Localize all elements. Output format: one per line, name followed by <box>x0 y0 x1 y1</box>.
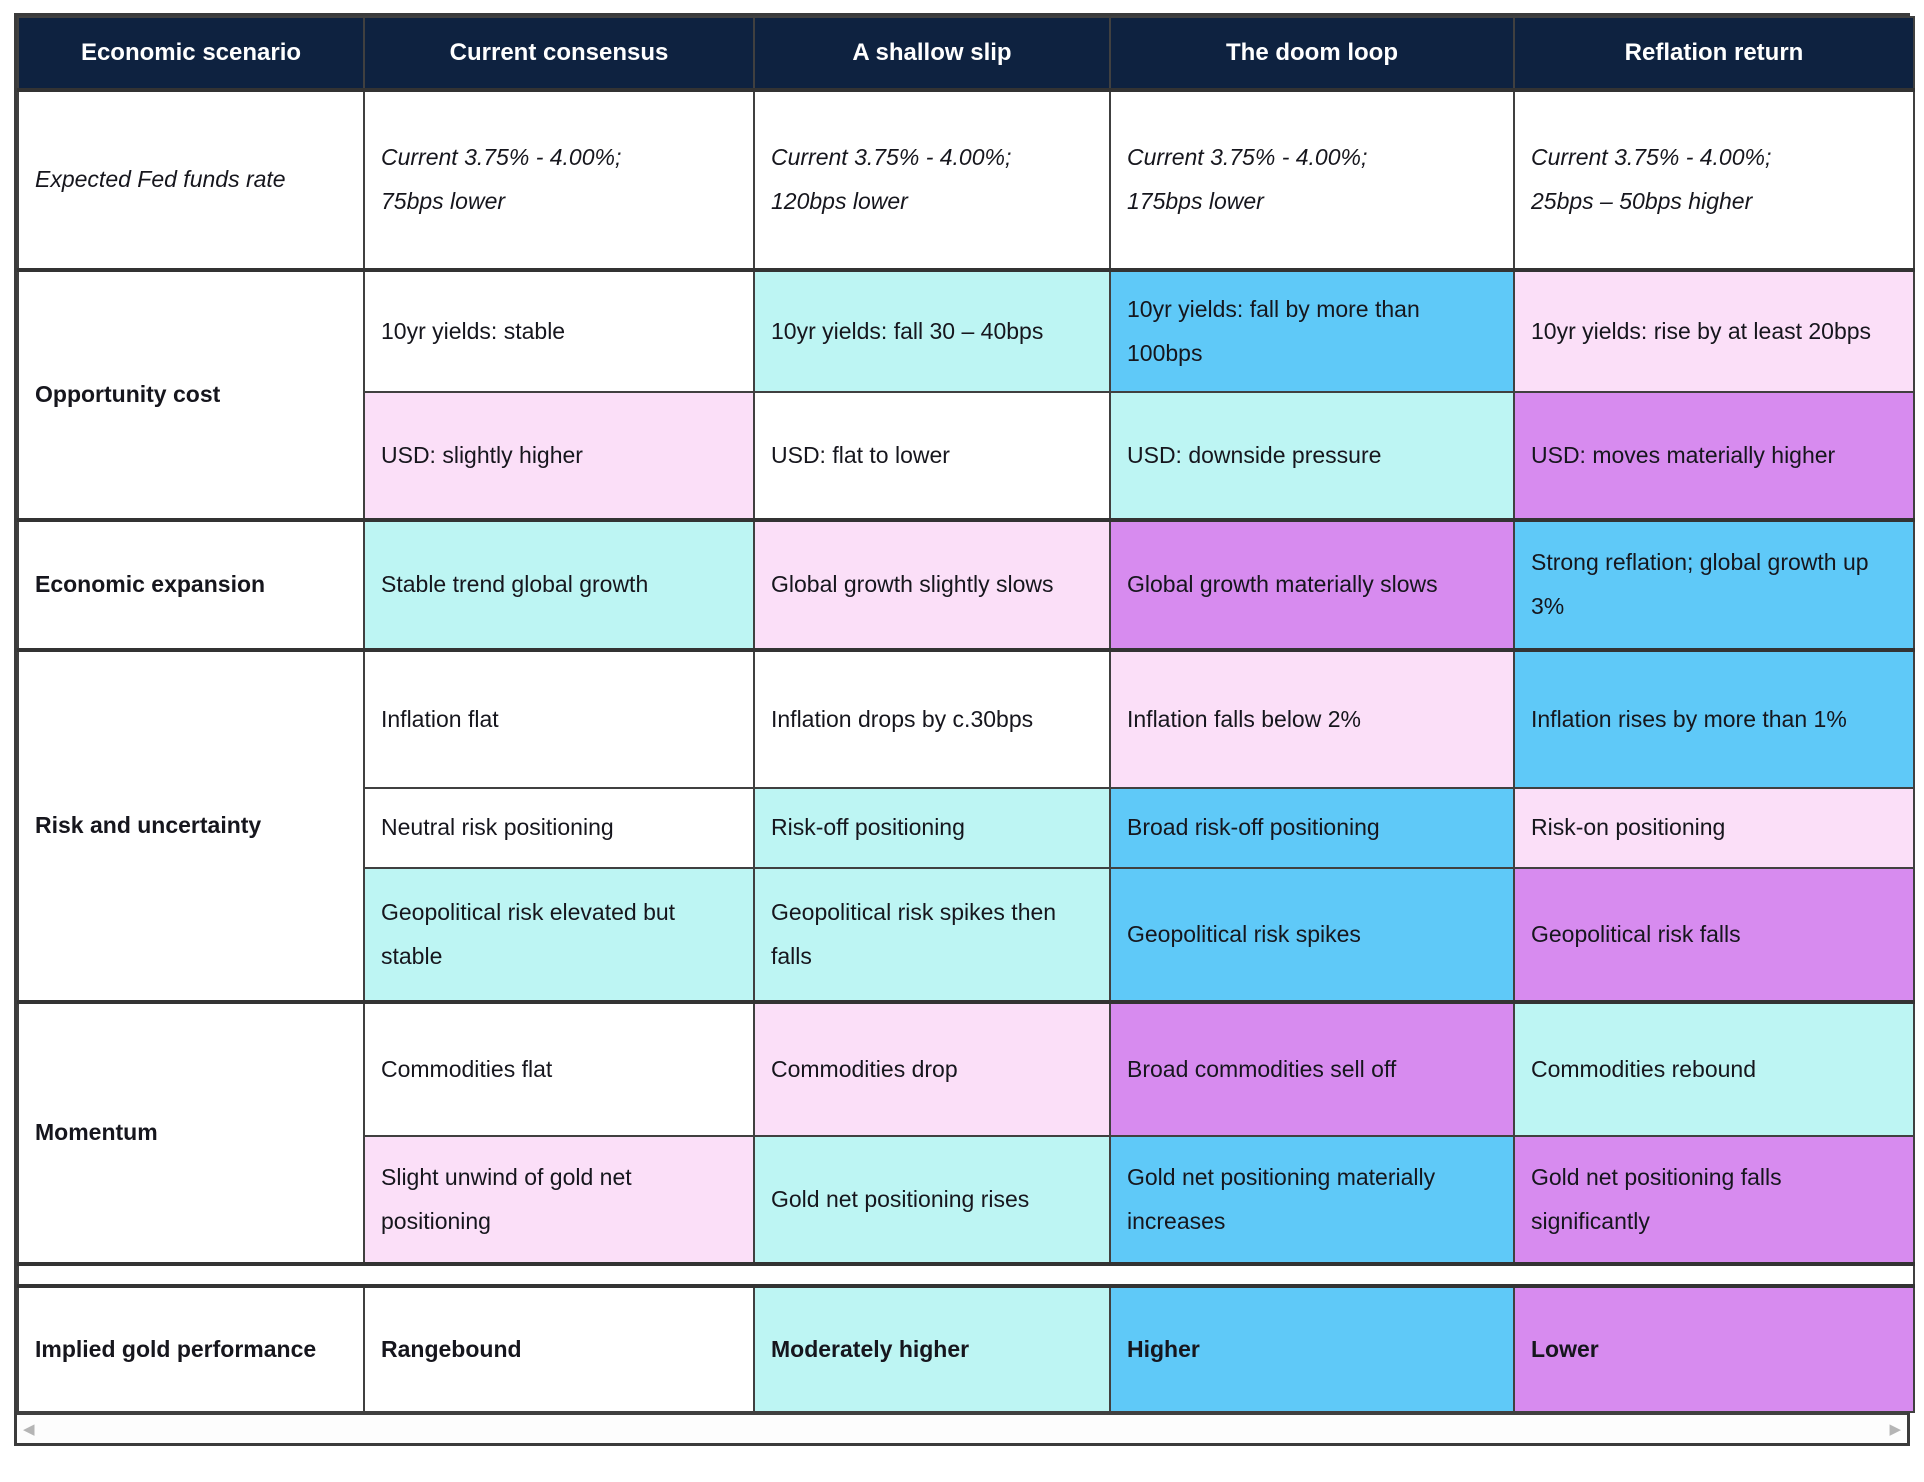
horizontal-scrollbar[interactable]: ◀ ▶ <box>17 1413 1907 1443</box>
table-cell: 10yr yields: stable <box>363 268 755 393</box>
risk-positioning-row: Neutral risk positioning Risk-off positi… <box>18 787 1915 869</box>
table-cell: Geopolitical risk spikes <box>1109 867 1515 1003</box>
table-cell: Inflation drops by c.30bps <box>753 648 1111 789</box>
table-cell: Strong reflation; global growth up 3% <box>1513 518 1915 651</box>
table-cell: Current 3.75% - 4.00%; 175bps lower <box>1109 88 1515 271</box>
momentum-commodities-row: Momentum Commodities flat Commodities dr… <box>17 1000 1915 1265</box>
table-cell: Neutral risk positioning <box>363 787 755 869</box>
risk-inflation-row: Risk and uncertainty Inflation flat Infl… <box>17 648 1915 1003</box>
separator-cell <box>17 1262 1915 1288</box>
table-cell: Risk-off positioning <box>753 787 1111 869</box>
table-cell: Rangebound <box>363 1284 755 1413</box>
table-cell: Broad risk-off positioning <box>1109 787 1515 869</box>
column-header-reflation-return: Reflation return <box>1513 16 1915 92</box>
opportunity-cost-usd-row: USD: slightly higher USD: flat to lower … <box>18 391 1915 521</box>
table-cell: 10yr yields: fall by more than 100bps <box>1109 268 1515 393</box>
scroll-left-arrow-icon[interactable]: ◀ <box>23 1420 35 1438</box>
table-cell: Slight unwind of gold net positioning <box>363 1135 755 1265</box>
table-cell: Current 3.75% - 4.00%; 75bps lower <box>363 88 755 271</box>
table-cell: Inflation flat <box>363 648 755 789</box>
table-cell: Geopolitical risk falls <box>1513 867 1915 1003</box>
table-cell: Global growth materially slows <box>1109 518 1515 651</box>
table-cell: Geopolitical risk elevated but stable <box>363 867 755 1003</box>
table-cell: 10yr yields: rise by at least 20bps <box>1513 268 1915 393</box>
table-cell: Stable trend global growth <box>363 518 755 651</box>
table-cell: Commodities drop <box>753 1000 1111 1137</box>
row-label-implied-gold-performance: Implied gold performance <box>17 1284 365 1413</box>
economic-scenario-table: Economic scenario Current consensus A sh… <box>17 16 1915 1413</box>
table-cell: Current 3.75% - 4.00%; 25bps – 50bps hig… <box>1513 88 1915 271</box>
table-cell: Gold net positioning rises <box>753 1135 1111 1265</box>
table-cell: USD: flat to lower <box>753 391 1111 521</box>
column-header-economic-scenario: Economic scenario <box>17 16 365 92</box>
table-cell: Commodities rebound <box>1513 1000 1915 1137</box>
table-cell: USD: moves materially higher <box>1513 391 1915 521</box>
table-cell: Risk-on positioning <box>1513 787 1915 869</box>
table-cell: Gold net positioning falls significantly <box>1513 1135 1915 1265</box>
table-cell: Geopolitical risk spikes then falls <box>753 867 1111 1003</box>
row-label-expected-fed-funds-rate: Expected Fed funds rate <box>17 88 365 271</box>
table-cell: Inflation rises by more than 1% <box>1513 648 1915 789</box>
table-cell: Commodities flat <box>363 1000 755 1137</box>
table-cell: Inflation falls below 2% <box>1109 648 1515 789</box>
table-cell: USD: slightly higher <box>363 391 755 521</box>
scroll-right-arrow-icon[interactable]: ▶ <box>1889 1420 1901 1438</box>
column-header-current-consensus: Current consensus <box>363 16 755 92</box>
fed-funds-row: Expected Fed funds rate Current 3.75% - … <box>17 88 1915 271</box>
row-label-momentum: Momentum <box>17 1000 365 1265</box>
table-cell: 10yr yields: fall 30 – 40bps <box>753 268 1111 393</box>
risk-geopolitical-row: Geopolitical risk elevated but stable Ge… <box>18 867 1915 1003</box>
table-cell: Moderately higher <box>753 1284 1111 1413</box>
momentum-gold-positioning-row: Slight unwind of gold net positioning Go… <box>18 1135 1915 1265</box>
opportunity-cost-yields-row: Opportunity cost 10yr yields: stable 10y… <box>17 268 1915 521</box>
row-label-opportunity-cost: Opportunity cost <box>17 268 365 521</box>
table-cell: Broad commodities sell off <box>1109 1000 1515 1137</box>
table-cell: Global growth slightly slows <box>753 518 1111 651</box>
table-cell: Lower <box>1513 1284 1915 1413</box>
column-header-a-shallow-slip: A shallow slip <box>753 16 1111 92</box>
scenario-table-container: Economic scenario Current consensus A sh… <box>14 13 1915 1446</box>
table-cell: Current 3.75% - 4.00%; 120bps lower <box>753 88 1111 271</box>
table-cell: Higher <box>1109 1284 1515 1413</box>
separator-row <box>17 1262 1915 1288</box>
table-cell: Gold net positioning materially increase… <box>1109 1135 1515 1265</box>
header-row: Economic scenario Current consensus A sh… <box>17 16 1915 92</box>
economic-expansion-row: Economic expansion Stable trend global g… <box>17 518 1915 651</box>
implied-gold-performance-row: Implied gold performance Rangebound Mode… <box>17 1284 1915 1413</box>
row-label-risk-and-uncertainty: Risk and uncertainty <box>17 648 365 1003</box>
table-cell: USD: downside pressure <box>1109 391 1515 521</box>
row-label-economic-expansion: Economic expansion <box>17 518 365 651</box>
column-header-the-doom-loop: The doom loop <box>1109 16 1515 92</box>
